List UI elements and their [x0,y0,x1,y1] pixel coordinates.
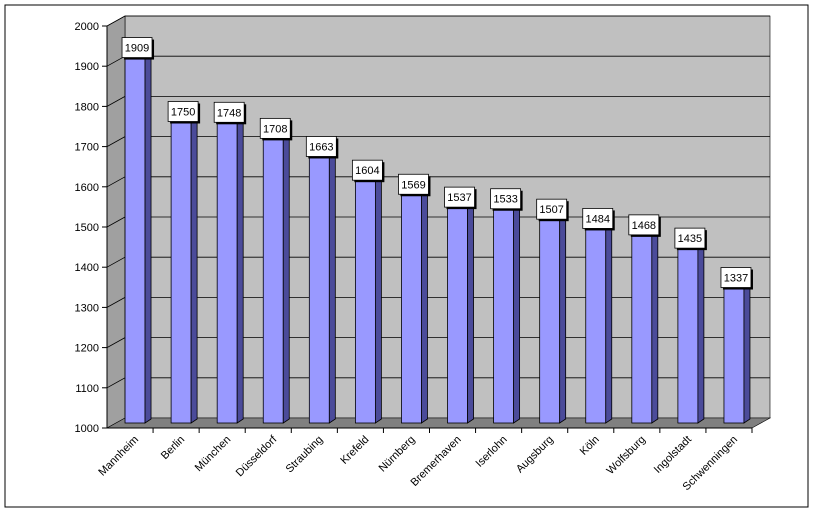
data-label: 1435 [678,233,702,245]
data-label-box [490,188,522,210]
y-tick-label: 1400 [75,262,99,274]
data-label: 1604 [355,165,379,177]
bar [124,57,146,424]
plot-area [105,15,772,429]
bar [262,137,284,424]
data-label-box [121,37,153,58]
gridline-diagonal [106,176,126,188]
data-label: 1537 [447,192,471,204]
bar-side [328,151,336,424]
bar-side [605,223,613,424]
bar-side [421,189,428,424]
gridline-diagonal [106,216,126,228]
data-label-box [444,186,475,208]
gridline-diagonal [106,377,126,389]
bar [354,179,376,424]
y-tick-label: 1500 [75,222,99,234]
data-label-box [628,214,660,236]
bar [539,218,561,424]
y-tick-label: 1000 [75,423,99,435]
data-label: 1484 [586,213,610,225]
bar-side [697,243,705,424]
bar-side [651,230,659,424]
data-label-box [398,173,429,195]
bar [677,247,699,424]
bar [723,287,745,424]
y-tick-label: 1300 [75,302,99,314]
y-tick-label: 1600 [75,182,99,194]
y-tick-label: 1100 [75,383,99,395]
data-label: 1663 [309,141,333,153]
y-tick-label: 1200 [75,343,99,355]
bar [493,208,515,424]
data-label-box [536,198,568,220]
y-tick-label: 1900 [75,61,99,73]
data-label-box [351,159,383,181]
data-label-box [674,227,706,249]
data-label-box [213,101,245,123]
y-tick-label: 1800 [75,101,99,113]
gridline-diagonal [106,96,126,107]
gridline-diagonal [106,256,126,268]
bar-side [190,116,198,424]
bar-side [513,203,521,424]
bar-side [236,117,244,424]
gridline-diagonal [106,15,126,27]
data-label: 1507 [539,204,563,216]
data-label-box [582,208,614,229]
bar [585,228,607,424]
plot-floor [105,417,772,429]
gridline-diagonal [106,337,126,348]
data-label: 1748 [217,107,241,119]
bar-side [743,282,751,424]
bar [216,121,238,424]
data-label: 1468 [632,220,656,232]
data-label-box [720,267,752,288]
data-label: 1750 [171,107,195,119]
data-label: 1569 [401,179,425,191]
bar [401,193,422,424]
y-tick-label: 2000 [75,21,99,33]
bar [170,121,192,424]
bar [631,234,653,424]
data-label: 1337 [724,273,748,285]
bar-side [282,133,290,424]
data-label: 1708 [263,123,287,135]
gridline-diagonal [106,136,126,147]
bar-side [559,214,567,424]
y-axis: 1000 1100 1200 1300 1400 1500 1600 1700 1800 1900… [75,21,108,435]
bar-side [374,175,382,424]
bar [447,206,468,424]
data-labels: 1909 1750 1748 1708 1663 1604 1569 1537 1533 1507… [121,37,753,290]
gridline-diagonal [106,297,126,308]
data-label-box [259,117,291,139]
data-label: 1909 [125,43,149,55]
y-tick-label: 1700 [75,142,99,154]
bar [308,156,330,424]
data-label: 1533 [493,194,517,206]
data-label-box [167,101,199,122]
data-label-box [305,136,337,157]
bar-side [467,202,474,424]
bar-side [144,52,152,424]
